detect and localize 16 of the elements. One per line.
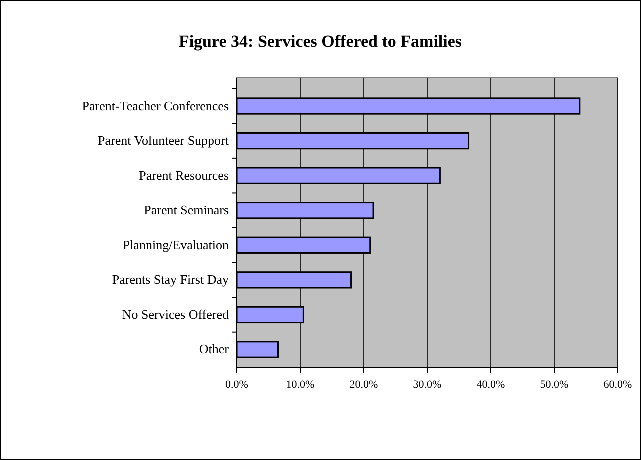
y-tick-label: Other <box>199 342 230 357</box>
y-tick-label: Parent Volunteer Support <box>98 133 230 148</box>
x-tick-label: 50.0% <box>540 379 569 391</box>
y-tick-label: No Services Offered <box>122 306 230 322</box>
x-tick-label: 10.0% <box>286 379 315 391</box>
y-tick-label: Parent Resources <box>139 168 229 183</box>
x-tick-label: 0.0% <box>226 379 248 391</box>
x-tick-label: 60.0% <box>604 379 632 391</box>
y-tick-label: Parents Stay First Day <box>112 272 230 288</box>
x-tick-label: 40.0% <box>476 379 506 391</box>
x-tick-label: 20.0% <box>350 379 378 391</box>
y-tick-label: Planning/Evaluation <box>122 237 230 252</box>
y-tick-label: Parent-Teacher Conferences <box>82 98 229 114</box>
y-tick-label: Parent Seminars <box>144 202 229 218</box>
x-tick-label: 30.0% <box>413 379 442 391</box>
chart-title: Figure 34: Services Offered to Families <box>178 32 462 51</box>
